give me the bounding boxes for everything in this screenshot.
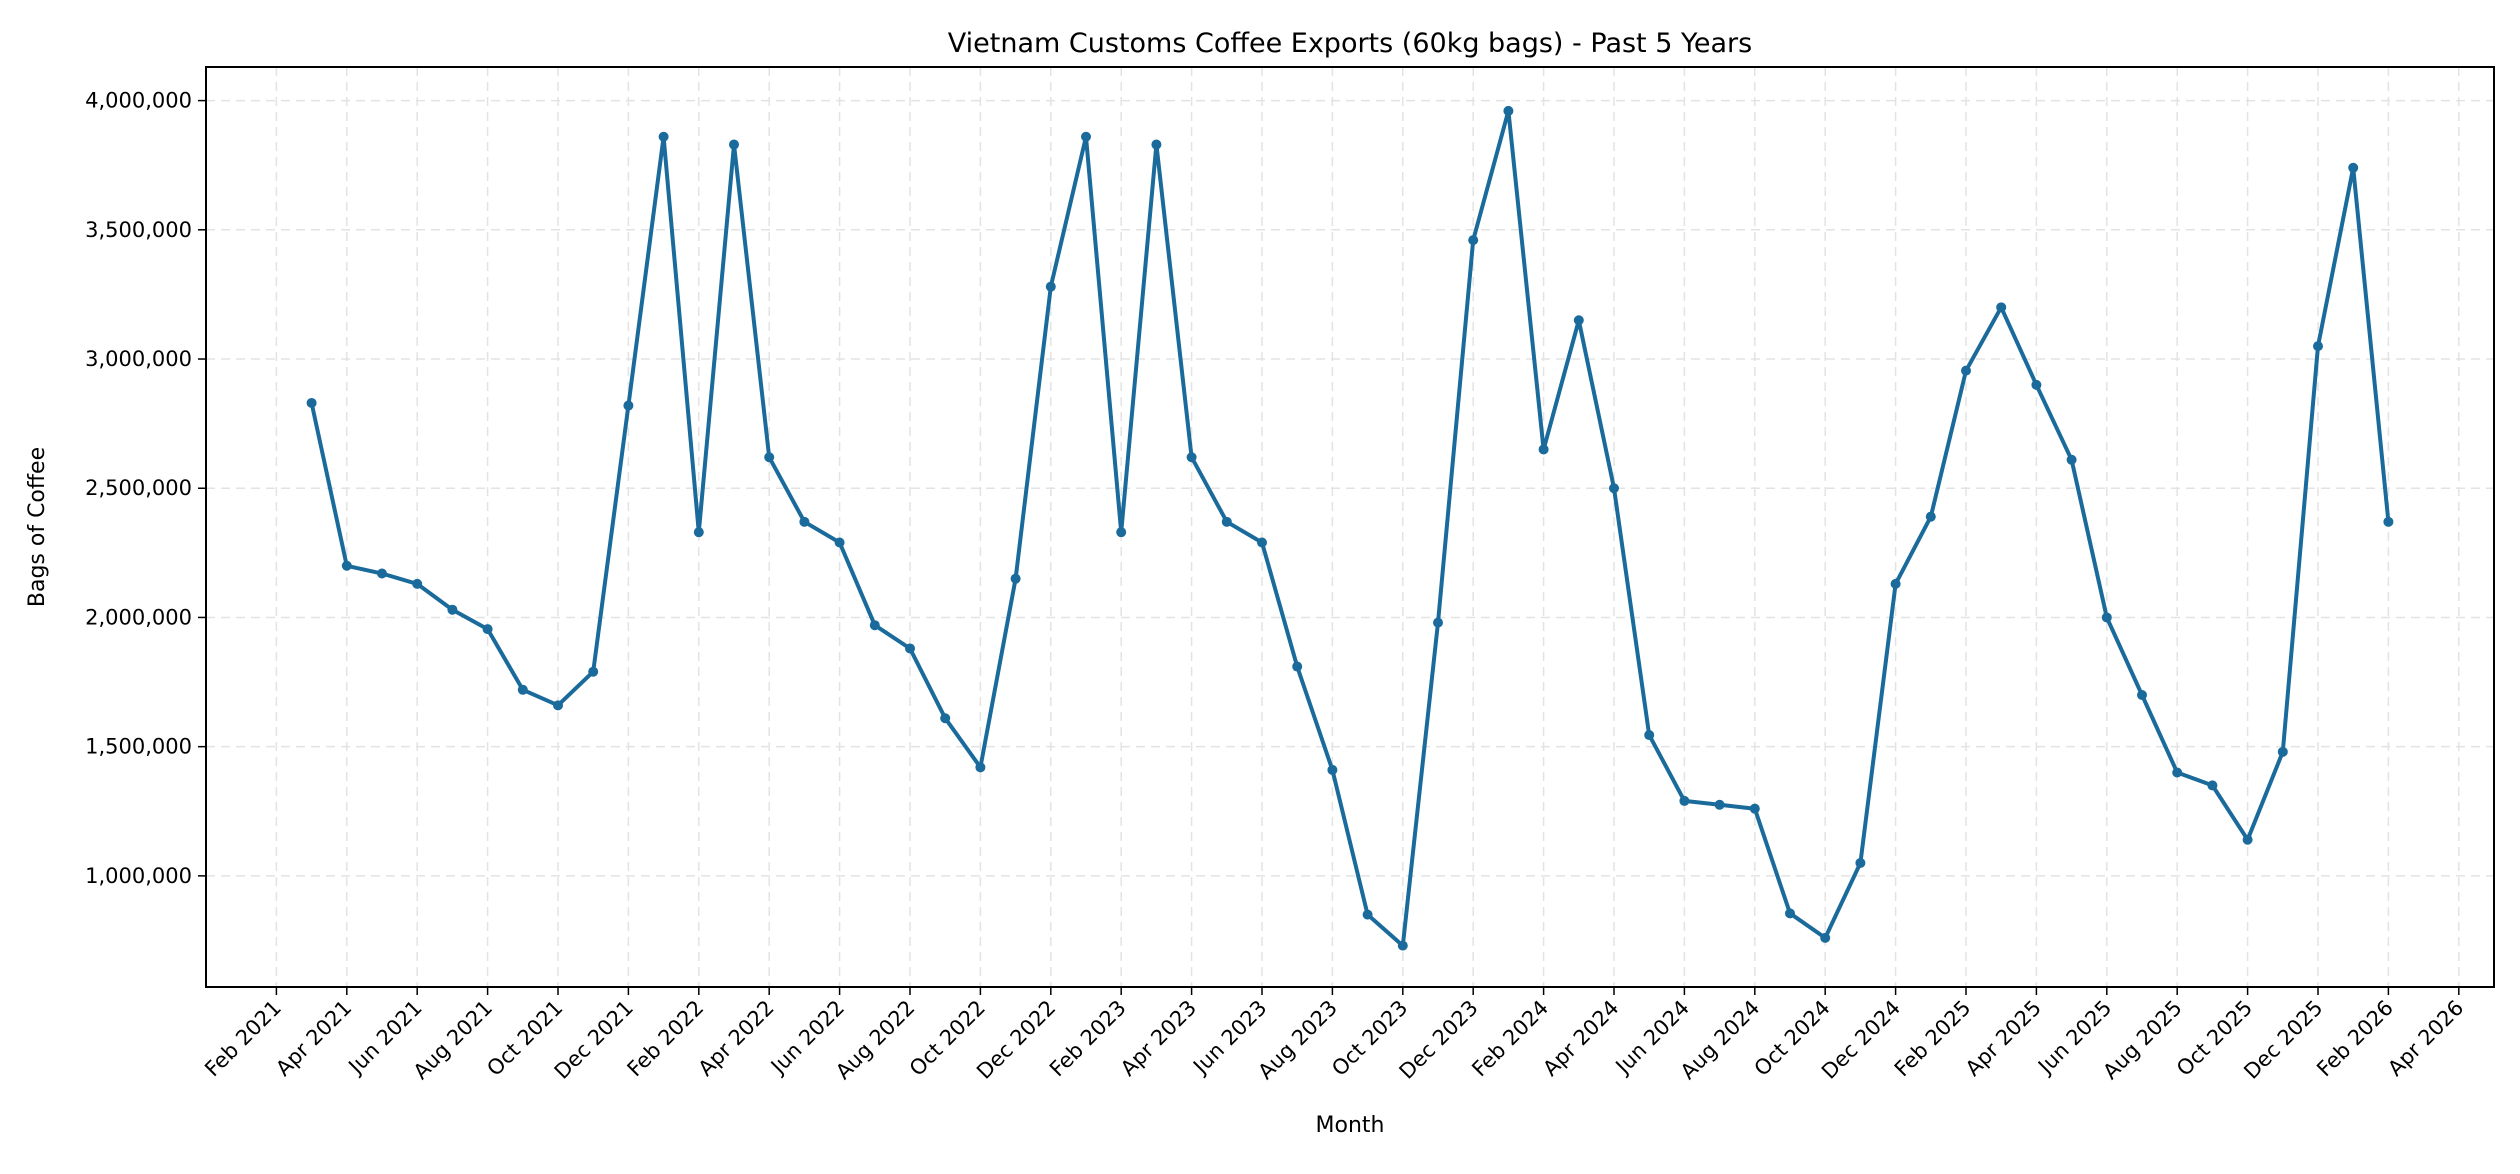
- x-tick-label: Apr 2025: [1961, 996, 2046, 1081]
- data-point: [764, 452, 775, 463]
- data-point: [1081, 131, 1091, 142]
- data-point: [1010, 573, 1021, 584]
- data-point: [1503, 105, 1514, 116]
- data-point: [2242, 834, 2253, 845]
- x-tick-label: Feb 2023: [1045, 996, 1131, 1082]
- data-point: [1292, 661, 1303, 672]
- data-point: [1644, 730, 1655, 741]
- data-point: [482, 624, 493, 635]
- plot-frame: [205, 66, 2495, 988]
- data-point: [1820, 932, 1831, 943]
- data-point: [1714, 799, 1725, 810]
- data-point: [1468, 235, 1479, 246]
- data-point: [1257, 537, 1267, 548]
- data-point: [1186, 452, 1197, 463]
- data-point: [306, 397, 317, 408]
- data-point: [588, 666, 599, 677]
- data-point: [1151, 139, 1162, 150]
- data-point: [2348, 162, 2359, 173]
- data-point: [377, 568, 387, 579]
- data-point: [1855, 857, 1866, 868]
- x-tick-label: Apr 2024: [1538, 996, 1623, 1081]
- data-point: [975, 762, 986, 773]
- data-point: [1045, 281, 1056, 292]
- y-tick-label: 1,000,000: [85, 864, 192, 888]
- data-point: [869, 620, 880, 631]
- data-point: [2137, 689, 2147, 700]
- data-point: [1609, 483, 1619, 494]
- y-tick-label: 2,000,000: [85, 605, 192, 629]
- data-point: [2383, 516, 2394, 527]
- x-tick-label: Feb 2022: [623, 996, 709, 1082]
- series-line: [309, 108, 2391, 948]
- data-point: [1116, 527, 1127, 538]
- data-point: [2031, 379, 2042, 390]
- chart-title: Vietnam Customs Coffee Exports (60kg bag…: [948, 28, 1752, 59]
- data-point: [1785, 908, 1795, 919]
- data-point: [940, 713, 951, 724]
- x-tick-label: Apr 2026: [2383, 996, 2468, 1081]
- data-point: [905, 643, 915, 654]
- data-point: [553, 700, 563, 711]
- data-point: [1996, 302, 2007, 313]
- x-tick-label: Apr 2022: [694, 996, 779, 1081]
- data-point: [1749, 803, 1760, 814]
- y-tick-label: 3,500,000: [85, 218, 192, 242]
- x-tick-label: Feb 2025: [1890, 996, 1976, 1082]
- data-point: [1362, 909, 1373, 920]
- x-tick-label: Feb 2026: [2312, 996, 2398, 1082]
- x-tick-label: Feb 2024: [1467, 996, 1553, 1082]
- data-point: [412, 578, 423, 589]
- data-point: [517, 684, 528, 695]
- data-point: [729, 139, 739, 150]
- x-tick-label: Feb 2021: [200, 996, 286, 1082]
- data-point: [1397, 940, 1408, 951]
- grid: [206, 67, 2494, 987]
- data-point: [1538, 444, 1549, 455]
- y-tick-label: 2,500,000: [85, 476, 192, 500]
- data-point: [834, 537, 845, 548]
- y-tick-label: 3,000,000: [85, 347, 192, 371]
- data-point: [2313, 341, 2323, 352]
- y-axis-label: Bags of Coffee: [25, 447, 50, 607]
- data-point: [2101, 612, 2112, 623]
- data-point: [1573, 315, 1584, 326]
- data-point: [1890, 578, 1901, 589]
- y-tick-label: 1,500,000: [85, 735, 192, 759]
- data-point: [2207, 780, 2218, 791]
- x-axis-label: Month: [1316, 1113, 1385, 1138]
- data-point: [1679, 795, 1690, 806]
- data-point: [2172, 767, 2183, 778]
- data-point: [1221, 516, 1232, 527]
- data-point: [693, 527, 704, 538]
- data-point: [623, 400, 634, 411]
- y-axis: 1,000,000 1,500,000 2,000,000 2,500,000 3,00…: [85, 89, 206, 888]
- data-point: [1925, 511, 1936, 522]
- data-point: [2277, 746, 2288, 757]
- x-tick-label: Apr 2021: [271, 996, 356, 1081]
- series-points: [306, 105, 2394, 951]
- data-point: [1327, 764, 1338, 775]
- data-point: [341, 560, 352, 571]
- data-point: [658, 131, 669, 142]
- data-point: [1433, 617, 1443, 628]
- data-point: [447, 604, 458, 615]
- data-point: [2066, 454, 2077, 465]
- data-point: [799, 516, 810, 527]
- data-point: [1961, 365, 1971, 376]
- x-tick-label: Apr 2023: [1116, 996, 1201, 1081]
- y-tick-label: 4,000,000: [85, 89, 192, 113]
